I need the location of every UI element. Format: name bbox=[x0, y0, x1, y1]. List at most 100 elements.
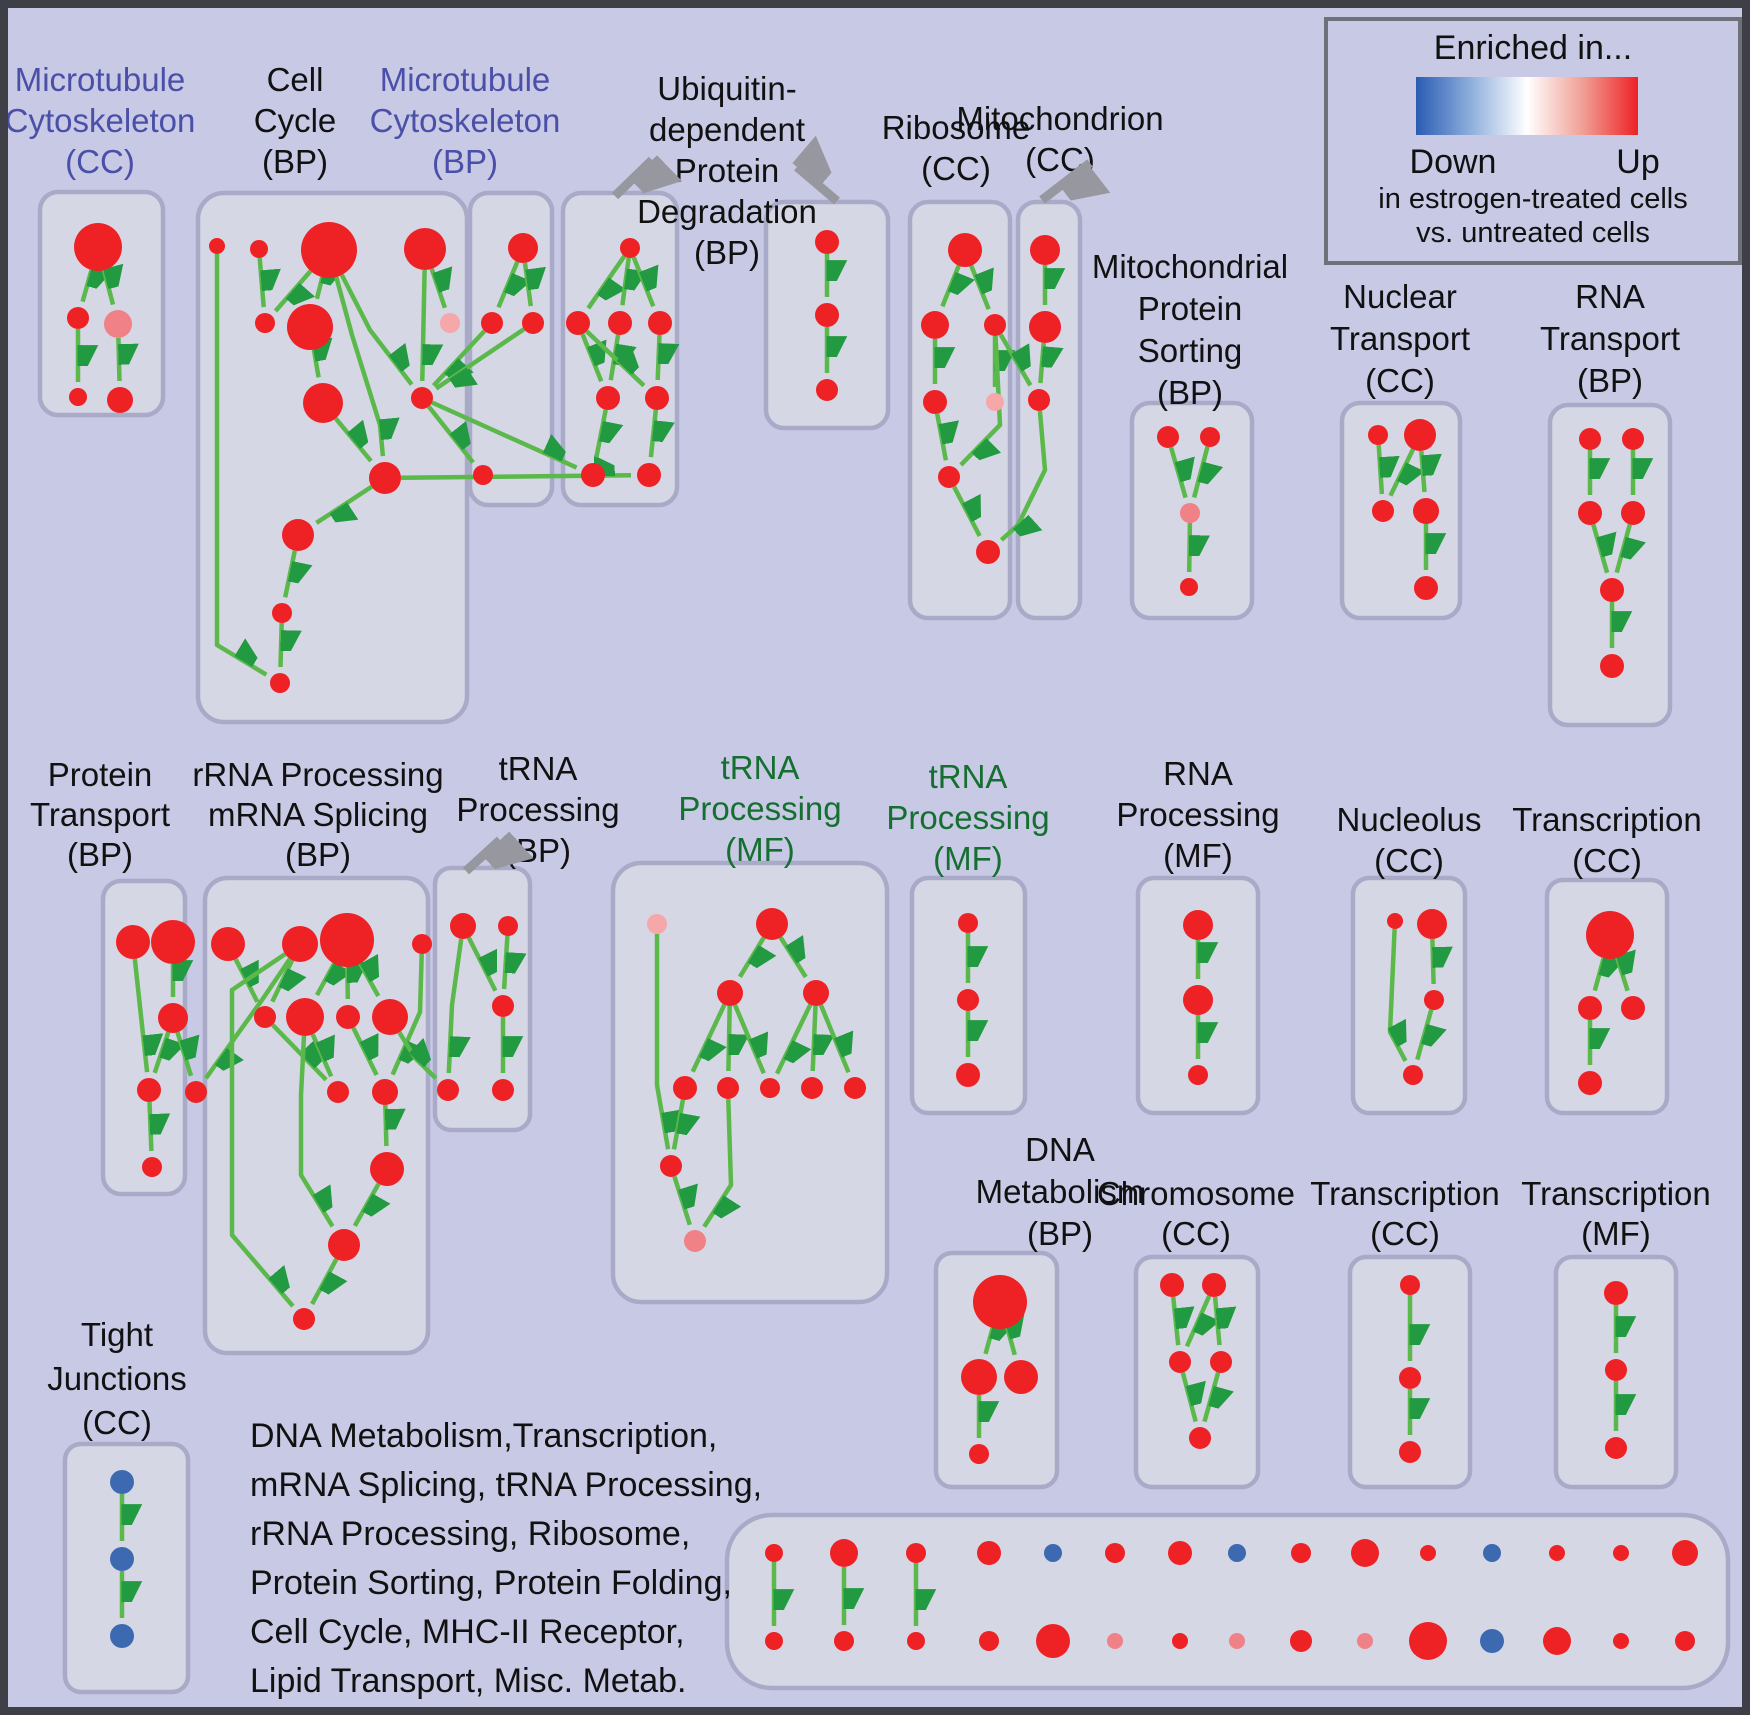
node-n4 bbox=[1413, 498, 1439, 524]
edge-e7-e10 bbox=[351, 1026, 379, 1076]
node-i1 bbox=[1183, 910, 1213, 940]
edge-e2-e5 bbox=[270, 959, 292, 1003]
edge-g4-g9 bbox=[818, 1004, 849, 1074]
label-pt-line-0: Protein bbox=[48, 756, 153, 793]
label-rp-line-2: (MF) bbox=[1163, 837, 1233, 874]
label-tb: tRNA Processing (BP) bbox=[456, 750, 619, 869]
node-e9 bbox=[327, 1081, 349, 1103]
node-j2 bbox=[1417, 909, 1447, 939]
edge-g10-g11 bbox=[672, 1175, 689, 1226]
node-x3 bbox=[1169, 1351, 1191, 1373]
label-rib-line-1: (CC) bbox=[921, 150, 991, 187]
label-c3-line-1: (CC) bbox=[1370, 1215, 1440, 1252]
label-misc-line-1: mRNA Splicing, tRNA Processing, bbox=[250, 1466, 762, 1504]
node-w3 bbox=[1004, 1360, 1038, 1394]
node-x2 bbox=[1202, 1273, 1226, 1297]
edge-e2-e13 bbox=[229, 952, 293, 1308]
node-p5 bbox=[185, 1081, 207, 1103]
legend-gradient-bar bbox=[1416, 77, 1638, 135]
edge-n2-n4 bbox=[1419, 450, 1424, 493]
node-bb10 bbox=[1357, 1633, 1373, 1649]
node-o3 bbox=[110, 1624, 134, 1648]
node-n2 bbox=[1404, 419, 1436, 451]
node-bt7 bbox=[1168, 1541, 1192, 1565]
node-e1 bbox=[211, 927, 245, 961]
label-mtcc-line-1: Cytoskeleton bbox=[5, 102, 196, 139]
node-c1 bbox=[209, 238, 225, 254]
label-cc: Cell Cycle (BP) bbox=[254, 61, 337, 180]
label-rp-line-0: RNA bbox=[1163, 755, 1233, 792]
node-o2 bbox=[110, 1547, 134, 1571]
node-t3 bbox=[1028, 389, 1050, 411]
label-rt-line-0: RNA bbox=[1575, 278, 1645, 315]
label-nt: Nuclear Transport (CC) bbox=[1330, 278, 1470, 399]
edge-u1-u2 bbox=[586, 254, 627, 310]
edge-q3-q5 bbox=[1591, 523, 1607, 574]
edge-b1-b4 bbox=[446, 938, 461, 1074]
label-ms-line-0: Mitochondrial bbox=[1092, 248, 1288, 285]
node-bt1 bbox=[765, 1544, 783, 1562]
legend-title: Enriched in... bbox=[1433, 29, 1633, 67]
node-p1 bbox=[116, 925, 150, 959]
node-m2 bbox=[481, 312, 503, 334]
edge-m2-c9 bbox=[431, 329, 487, 386]
edge-e8-b4 bbox=[397, 1031, 435, 1080]
edge-n1-n3 bbox=[1376, 444, 1382, 495]
node-v3 bbox=[816, 379, 838, 401]
label-cc-line-2: (BP) bbox=[262, 143, 328, 180]
edge-n2-n3 bbox=[1388, 448, 1413, 497]
label-nt-line-1: Transport bbox=[1330, 320, 1470, 357]
node-b5 bbox=[492, 1079, 514, 1101]
node-e5 bbox=[254, 1006, 276, 1028]
node-n3 bbox=[1372, 500, 1394, 522]
edge-m3-c9 bbox=[434, 327, 526, 388]
edge-e6-e12 bbox=[298, 1035, 335, 1228]
node-u4 bbox=[648, 311, 672, 335]
edge-g5-g10 bbox=[671, 1099, 683, 1150]
edge-c1-c13 bbox=[214, 254, 268, 677]
edge-c10-c11 bbox=[315, 484, 373, 523]
node-e13 bbox=[293, 1308, 315, 1330]
edge-u6-u8 bbox=[648, 409, 656, 458]
label-ch: Chromosome (CC) bbox=[1097, 1175, 1295, 1252]
node-g5 bbox=[673, 1076, 697, 1100]
label-t2: tRNA Processing (MF) bbox=[886, 758, 1049, 877]
edge-x1-x3 bbox=[1170, 1296, 1178, 1346]
node-t1 bbox=[1030, 235, 1060, 265]
node-e8 bbox=[372, 999, 408, 1035]
node-p6 bbox=[142, 1157, 162, 1177]
edge-a3-a5 bbox=[116, 337, 119, 382]
edge-g4-g8 bbox=[810, 1005, 816, 1072]
label-misc-line-4: Cell Cycle, MHC-II Receptor, bbox=[250, 1613, 685, 1651]
edge-w1-w2 bbox=[983, 1328, 993, 1355]
node-p2 bbox=[151, 920, 195, 964]
pointer-arrow-2 bbox=[797, 167, 837, 205]
label-tc-line-0: Transcription bbox=[1512, 801, 1702, 838]
legend-box: Enriched in... Down Up in estrogen-treat… bbox=[1324, 17, 1742, 265]
node-bb8 bbox=[1229, 1633, 1245, 1649]
node-c6 bbox=[287, 304, 333, 350]
node-q1 bbox=[1579, 428, 1601, 450]
node-bt6 bbox=[1105, 1543, 1125, 1563]
label-rt-line-1: Transport bbox=[1540, 320, 1680, 357]
node-c9 bbox=[411, 387, 433, 409]
edge-e10-e11 bbox=[383, 1104, 386, 1147]
node-a5 bbox=[107, 387, 133, 413]
node-z1 bbox=[1604, 1281, 1628, 1305]
pointer-arrow-4 bbox=[462, 840, 500, 871]
node-e12 bbox=[328, 1229, 360, 1261]
edge-b1-b3 bbox=[466, 936, 498, 992]
label-rr: rRNA Processing mRNA Splicing (BP) bbox=[192, 756, 443, 873]
cluster-box-rr bbox=[202, 875, 431, 1356]
edge-s1-s3 bbox=[1168, 446, 1186, 499]
node-k1 bbox=[1586, 911, 1634, 959]
node-q6 bbox=[1600, 654, 1624, 678]
label-tm-line-1: (MF) bbox=[1581, 1215, 1651, 1252]
node-j3 bbox=[1424, 990, 1444, 1010]
node-bt14 bbox=[1613, 1545, 1629, 1561]
node-c11 bbox=[282, 519, 314, 551]
cluster-box-ch bbox=[1133, 1254, 1261, 1490]
label-ch-line-1: (CC) bbox=[1161, 1215, 1231, 1252]
